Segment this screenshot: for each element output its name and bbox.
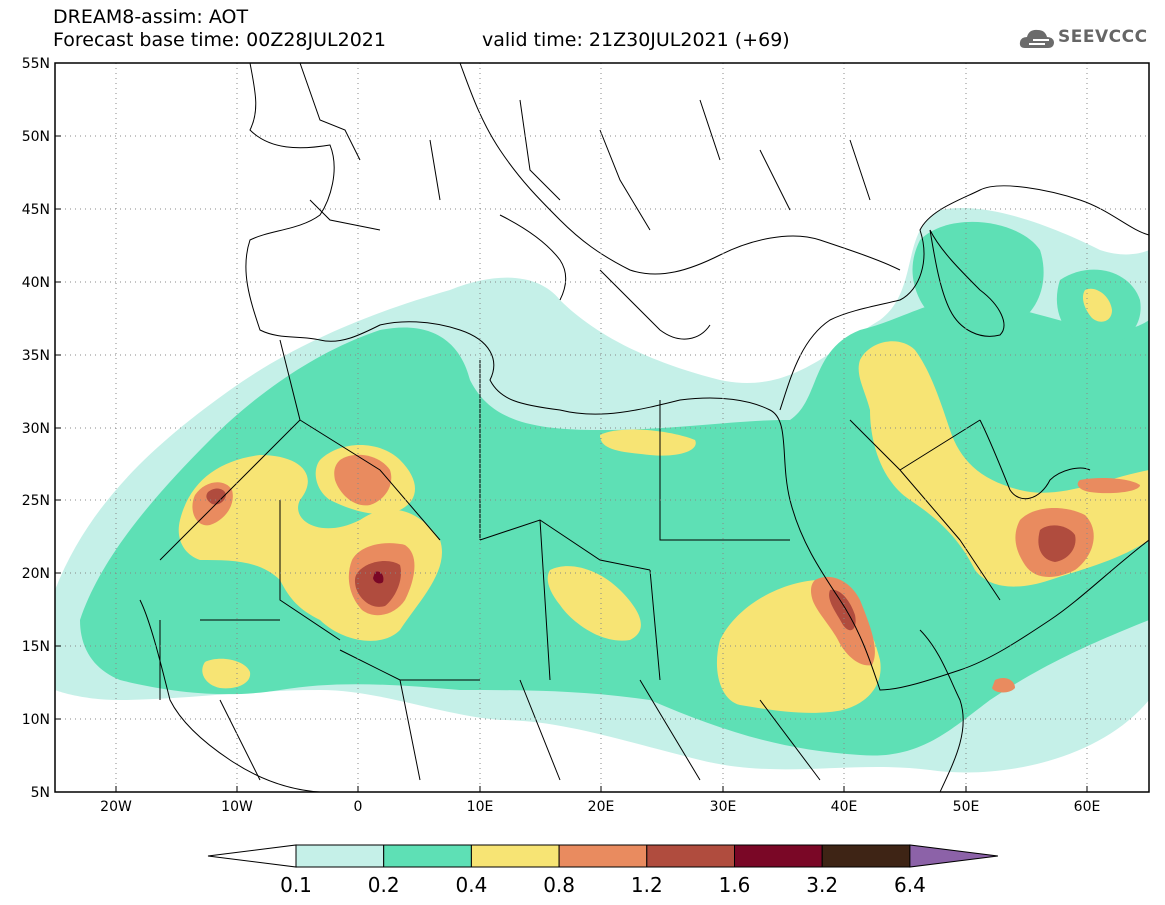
aot-band-orange-sahara — [334, 454, 392, 506]
colorbar-over-arrow — [909, 844, 998, 868]
colorbar-swatch — [295, 844, 385, 868]
colorbar-swatch — [558, 844, 648, 868]
aot-band-yellow-mali — [202, 658, 251, 689]
coastlines — [139, 63, 1149, 792]
lat-label: 55N — [22, 56, 50, 72]
aot-band-yellow-libya — [600, 429, 696, 456]
aot-band-darkred — [373, 571, 384, 584]
lat-label: 30N — [22, 421, 50, 437]
lon-label: 0 — [354, 799, 363, 815]
colorbar-label: 0.4 — [455, 873, 487, 897]
colorbar — [207, 844, 998, 868]
aot-band-red-west — [206, 488, 226, 505]
colorbar-swatch — [470, 844, 560, 868]
lon-label: 40E — [831, 799, 858, 815]
aot-band-red-eritrea — [829, 589, 856, 631]
colorbar-label: 3.2 — [806, 873, 838, 897]
colorbar-labels: 0.1 0.2 0.4 0.8 1.2 1.6 3.2 6.4 — [280, 873, 926, 897]
aot-band-yellow-iran — [1082, 288, 1112, 322]
lon-label: 20W — [100, 799, 132, 815]
lat-label: 35N — [22, 348, 50, 364]
colorbar-label: 1.6 — [719, 873, 751, 897]
valid-time: valid time: 21Z30JUL2021 (+69) — [482, 29, 790, 51]
aot-band-yellow-chad — [547, 566, 641, 641]
lat-label: 15N — [22, 639, 50, 655]
lat-label: 20N — [22, 566, 50, 582]
colorbar-swatch — [383, 844, 472, 868]
aot-band-orange-sea — [992, 677, 1015, 693]
colorbar-label: 0.8 — [543, 873, 575, 897]
colorbar-label: 0.2 — [368, 873, 400, 897]
cloud-icon — [1019, 29, 1054, 48]
colorbar-under-arrow — [207, 844, 297, 868]
aot-band-red-oman — [1038, 525, 1076, 562]
lon-label: 30E — [710, 799, 737, 815]
lat-label: 45N — [22, 202, 50, 218]
colorbar-label: 0.1 — [280, 873, 312, 897]
latitude-labels: 55N 50N 45N 40N 35N 30N 25N 20N 15N 10N … — [22, 56, 50, 801]
aot-band-green-caspian — [912, 221, 1044, 333]
longitude-labels: 20W 10W 0 10E 20E 30E 40E 50E 60E — [100, 799, 1100, 815]
lon-label: 10E — [467, 799, 494, 815]
ticks — [55, 135, 1088, 792]
lat-label: 25N — [22, 493, 50, 509]
lon-label: 50E — [953, 799, 980, 815]
lat-label: 50N — [22, 129, 50, 145]
map-title: DREAM8-assim: AOT — [53, 6, 249, 28]
colorbar-swatch — [646, 844, 735, 868]
lat-label: 40N — [22, 275, 50, 291]
colorbar-label: 1.2 — [631, 873, 663, 897]
colorbar-swatch — [821, 844, 911, 868]
forecast-base-time: Forecast base time: 00Z28JUL2021 — [53, 29, 386, 51]
lat-label: 10N — [22, 712, 50, 728]
lat-label: 5N — [31, 785, 50, 801]
lon-label: 60E — [1074, 799, 1101, 815]
aot-band-red-center — [354, 560, 401, 607]
colorbar-label: 6.4 — [894, 873, 926, 897]
aot-band-orange-gulf — [1077, 477, 1140, 494]
aot-field — [55, 208, 1149, 773]
lon-label: 20E — [588, 799, 615, 815]
seevccc-logo-text: SEEVCCC — [1058, 27, 1148, 47]
lon-label: 10W — [221, 799, 253, 815]
colorbar-swatch — [734, 844, 823, 868]
